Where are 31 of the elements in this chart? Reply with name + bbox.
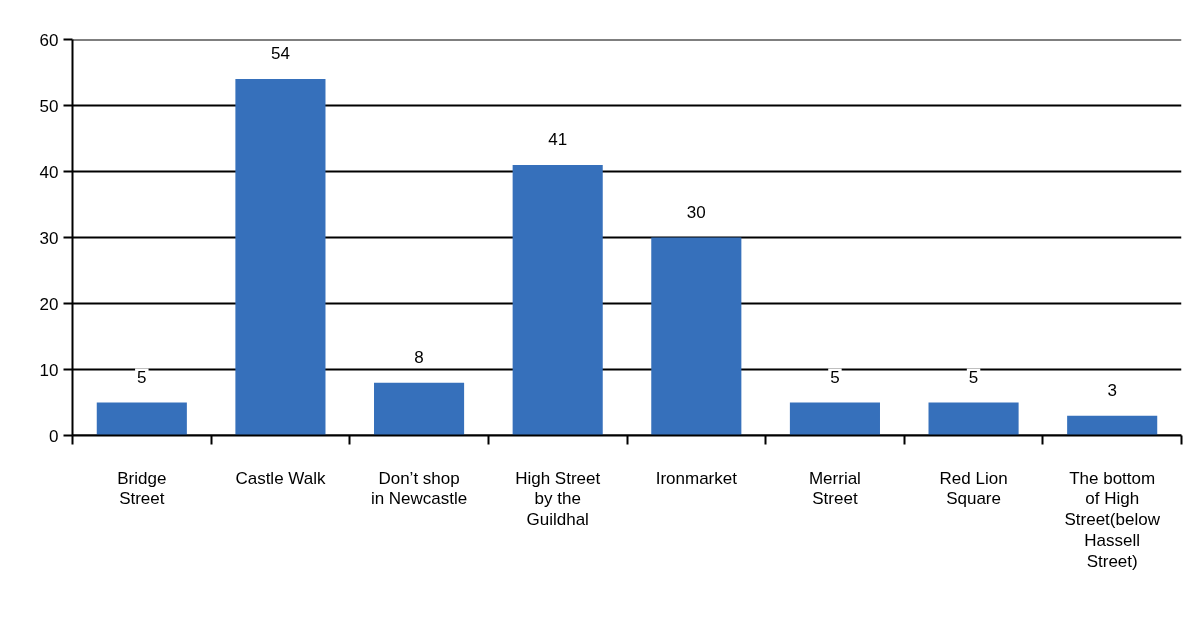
y-tick-label: 30 — [39, 228, 59, 248]
data-label: 5 — [830, 367, 840, 387]
y-tick-label: 10 — [39, 360, 59, 380]
y-tick-label: 0 — [49, 426, 59, 446]
y-tick-label: 20 — [39, 294, 59, 314]
data-label: 5 — [137, 367, 147, 387]
data-label: 5 — [968, 367, 979, 387]
data-label: 30 — [686, 202, 706, 222]
data-label: 54 — [270, 44, 290, 64]
x-tick-label: Don’t shop in Newcastle — [370, 468, 468, 509]
y-tick-label: 60 — [39, 30, 59, 50]
bar — [1067, 415, 1158, 436]
x-tick-label: High Street by the Guildhal — [515, 468, 601, 530]
bar — [651, 237, 742, 436]
data-label: 8 — [414, 347, 424, 367]
bar — [235, 79, 326, 436]
bar — [96, 402, 187, 436]
x-tick-label: Merrial Street — [808, 468, 861, 509]
data-label: 41 — [548, 129, 568, 149]
x-tick-label: Castle Walk — [235, 468, 326, 488]
bar — [789, 402, 880, 436]
x-tick-label: Ironmarket — [655, 468, 738, 488]
x-tick-label: Red Lion Square — [939, 468, 1008, 509]
y-tick-label: 50 — [39, 96, 59, 116]
bar — [928, 402, 1019, 436]
bar — [374, 382, 465, 436]
x-tick-label: Bridge Street — [117, 468, 167, 509]
x-tick-label: The bottom of High Street(below Hassell Street) — [1064, 468, 1161, 572]
y-tick-label: 40 — [39, 162, 59, 182]
data-label: 3 — [1107, 380, 1117, 400]
bar — [512, 164, 603, 436]
